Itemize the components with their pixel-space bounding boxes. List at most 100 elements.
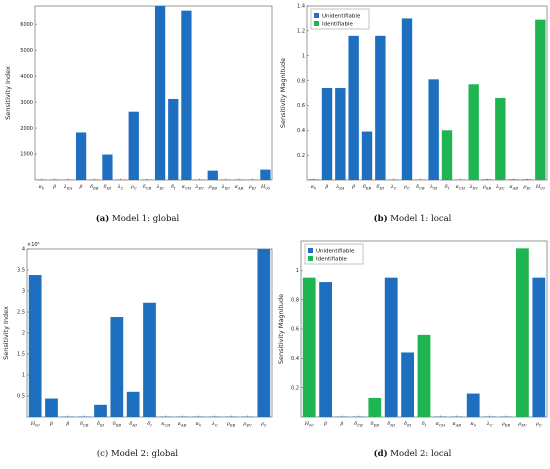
bar-18 [535, 19, 546, 180]
x-tick-label-15: λEC [221, 184, 231, 191]
x-tick-label-2: β [323, 421, 327, 427]
x-tick-label-5: δEB [371, 421, 380, 428]
x-tick-label-7: λC [390, 184, 397, 191]
bar-11 [168, 98, 179, 180]
bar-3 [335, 88, 346, 180]
x-tick-label-7: δHI [129, 421, 137, 428]
x-tick-label-14: ρEB [208, 184, 218, 191]
caption-c-text: Model 2: global [108, 449, 179, 459]
plot-frame [34, 5, 273, 181]
bar-15 [532, 277, 546, 417]
caption-a-tag: (a) [95, 214, 110, 224]
y-tick-label-2: 1 [22, 373, 25, 379]
y-tick-label-4: 0.8 [291, 297, 299, 303]
legend-swatch-1 [308, 248, 313, 253]
x-tick-label-15: ρC [535, 421, 542, 428]
y-tick-label-1: 0.5 [17, 394, 25, 400]
panel-model1-global: κh β λEA β δEB δHI λC ρC δCB λEI δI κCH λEV ρEB λEC κAB… [0, 0, 275, 234]
x-tick-label-8: ρC [130, 184, 137, 191]
bar-10 [154, 6, 166, 180]
panel-model2-local: H00 β β δCB δEB δHI δEI δI κCH κAB κh λC ρEB ρEV ρC 0.2… [275, 235, 550, 469]
x-tick-label-8: δI [422, 421, 427, 428]
y-tick-label-5: 1 [296, 268, 299, 274]
y-tick-label-3: 0.6 [297, 103, 305, 109]
x-tick-label-9: δCB [143, 184, 152, 191]
y-tick-label-1: 0.2 [297, 153, 305, 159]
bar-2 [45, 398, 58, 417]
legend-label-1: Unidentifiable [316, 248, 355, 254]
y-tick-label-7: 1.4 [297, 4, 305, 10]
x-tick-label-8: δI [147, 421, 152, 428]
y-tick-label-6: 6000 [20, 22, 33, 28]
chart-model1-global: κh β λEA β δEB δHI λC ρC δCB λEI δI κCH λEV ρEB λEC κAB… [4, 5, 273, 191]
legend-swatch-2 [314, 21, 319, 26]
bar-8 [401, 18, 413, 180]
x-tick-label-4: β [79, 184, 83, 190]
y-axis-label: Sensitivity Index [2, 306, 10, 360]
bar-14 [207, 170, 218, 180]
y-axis-label: Sensitivity Index [4, 66, 12, 120]
x-tick-label-15: λEC [495, 184, 505, 191]
x-tick-label-12: λC [211, 421, 218, 428]
caption-c: (c) Model 2: global [0, 449, 275, 459]
bar-8 [128, 111, 139, 180]
x-tick-label-4: β [351, 184, 355, 190]
caption-b-tag: (b) [373, 214, 388, 224]
bar-13 [468, 84, 479, 180]
x-tick-label-7: λC [117, 184, 124, 191]
bar-11 [441, 130, 453, 180]
caption-d: (d) Model 2: local [275, 449, 550, 459]
y-tick-label-1: 1000 [20, 152, 33, 158]
y-tick-label-5: 5000 [20, 48, 33, 54]
x-tick-label-5: δEB [90, 184, 99, 191]
x-tick-label-1: H00 [304, 421, 315, 428]
legend-label-2: Identifiable [322, 21, 354, 27]
panel-model2-global: H00 β β δCB δEI δEB δHI δI κCH κAB κh λC ρEB ρEV ρC 0.5… [0, 235, 275, 469]
legend-box [304, 243, 364, 265]
x-tick-label-9: κCH [435, 421, 446, 428]
bar-1 [28, 275, 42, 417]
x-tick-label-18: H00 [535, 184, 546, 191]
x-tick-label-14: ρEB [482, 184, 492, 191]
x-tick-label-16: κAB [508, 184, 518, 191]
x-tick-label-1: H00 [30, 421, 41, 428]
y-tick-label-3: 1.5 [17, 352, 25, 358]
y-axis-label: Sensitivity Magnitude [279, 58, 287, 128]
y-tick-label-3: 0.6 [291, 327, 299, 333]
x-tick-label-11: κh [469, 421, 476, 428]
y-tick-label-6: 3 [22, 289, 25, 295]
x-tick-label-10: κAB [452, 421, 462, 428]
bar-12 [181, 10, 192, 181]
bar-14 [516, 248, 529, 417]
x-tick-label-9: κCH [160, 421, 171, 428]
bar-6 [384, 277, 398, 417]
legend-label-1: Unidentifiable [322, 13, 361, 19]
y-tick-label-4: 0.8 [297, 78, 305, 84]
x-tick-label-17: ρEI [523, 184, 532, 191]
bar-15 [495, 97, 506, 180]
x-tick-label-17: ρEI [248, 184, 257, 191]
caption-a-text: Model 1: global [109, 214, 180, 224]
x-tick-label-2: β [52, 184, 56, 190]
bar-15 [257, 249, 271, 417]
bar-6 [375, 35, 386, 181]
x-tick-label-6: δHI [387, 421, 395, 428]
x-tick-label-16: κAB [234, 184, 244, 191]
x-tick-label-8: ρC [403, 184, 410, 191]
legend-swatch-1 [314, 13, 319, 18]
x-tick-label-14: ρEV [517, 421, 527, 428]
caption-d-tag: (d) [373, 449, 388, 459]
x-tick-label-1: κh [38, 184, 45, 191]
bar-6 [102, 154, 113, 180]
x-tick-label-4: δCB [354, 421, 363, 428]
y-tick-label-8: 4 [22, 247, 25, 253]
x-tick-label-3: λEA [63, 184, 73, 191]
y-tick-label-3: 3000 [20, 100, 33, 106]
chart-model2-local: H00 β β δCB δEB δHI δEI δI κCH κAB κh λC ρEB ρEV ρC 0.2… [277, 240, 548, 428]
y-axis-exponent: ×10⁵ [27, 242, 40, 248]
x-tick-label-11: κh [195, 421, 202, 428]
y-tick-label-5: 2.5 [17, 310, 25, 316]
caption-c-tag: (c) [96, 449, 109, 459]
x-tick-label-10: λEI [155, 184, 164, 191]
caption-b-text: Model 1: local [387, 214, 452, 224]
